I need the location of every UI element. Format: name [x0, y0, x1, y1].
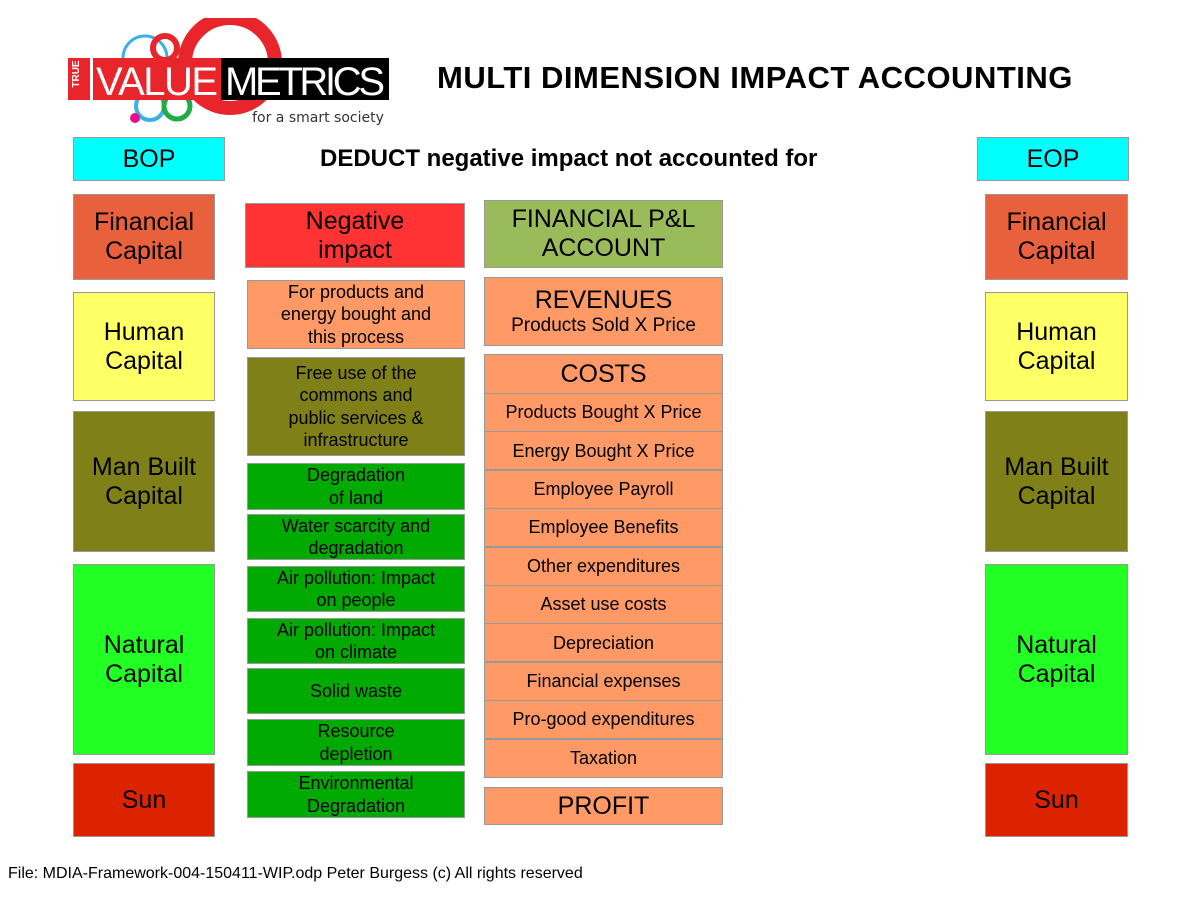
cost-row: Taxation — [484, 738, 723, 778]
bop-financial-capital: Financial Capital — [73, 194, 215, 280]
cost-row: Employee Benefits — [484, 508, 723, 548]
eop-human-capital: Human Capital — [985, 292, 1128, 401]
bop-human-capital: Human Capital — [73, 292, 215, 401]
eop-man-built-capital: Man Built Capital — [985, 411, 1128, 552]
negative-item: For products and energy bought and this … — [247, 280, 465, 349]
revenues-box: REVENUES Products Sold X Price — [484, 277, 723, 346]
eop-label: EOP — [977, 137, 1129, 181]
bop-sun: Sun — [73, 763, 215, 837]
cost-row: Energy Bought X Price — [484, 431, 723, 471]
bop-man-built-capital: Man Built Capital — [73, 411, 215, 552]
pl-header: FINANCIAL P&L ACCOUNT — [484, 200, 723, 268]
negative-item: Air pollution: Impact on climate — [247, 618, 465, 664]
svg-text:VALUE: VALUE — [96, 60, 218, 104]
negative-item: Environmental Degradation — [247, 771, 465, 818]
svg-text:TRUE: TRUE — [71, 60, 82, 88]
bop-natural-capital: Natural Capital — [73, 564, 215, 755]
bop-label: BOP — [73, 137, 225, 181]
eop-financial-capital: Financial Capital — [985, 194, 1128, 280]
svg-text:for a smart society: for a smart society — [252, 110, 384, 126]
cost-row: Asset use costs — [484, 585, 723, 624]
cost-row: Employee Payroll — [484, 469, 723, 509]
cost-row: Other expenditures — [484, 546, 723, 586]
cost-row: Financial expenses — [484, 661, 723, 701]
profit-box: PROFIT — [484, 787, 723, 825]
negative-item: Water scarcity and degradation — [247, 514, 465, 560]
svg-text:METRICS: METRICS — [225, 60, 385, 104]
cost-row: Products Bought X Price — [484, 393, 723, 432]
negative-item: Solid waste — [247, 668, 465, 714]
eop-sun: Sun — [985, 763, 1128, 837]
revenues-subtitle: Products Sold X Price — [511, 314, 696, 336]
negative-item: Air pollution: Impact on people — [247, 566, 465, 612]
negative-item: Degradation of land — [247, 463, 465, 510]
footer: File: MDIA-Framework-004-150411-WIP.odp … — [8, 865, 583, 882]
negative-item: Free use of the commons and public servi… — [247, 357, 465, 456]
costs-title: COSTS — [484, 354, 723, 394]
subtitle: DEDUCT negative impact not accounted for — [320, 145, 818, 172]
page-title: MULTI DIMENSION IMPACT ACCOUNTING — [437, 60, 1073, 95]
negative-item: Resource depletion — [247, 719, 465, 766]
eop-natural-capital: Natural Capital — [985, 564, 1128, 755]
negative-impact-header: Negative impact — [245, 203, 465, 268]
cost-row: Depreciation — [484, 623, 723, 663]
cost-row: Pro-good expenditures — [484, 700, 723, 740]
revenues-title: REVENUES — [534, 286, 673, 315]
logo: TRUE VALUE METRICS for a smart society — [65, 11, 395, 133]
